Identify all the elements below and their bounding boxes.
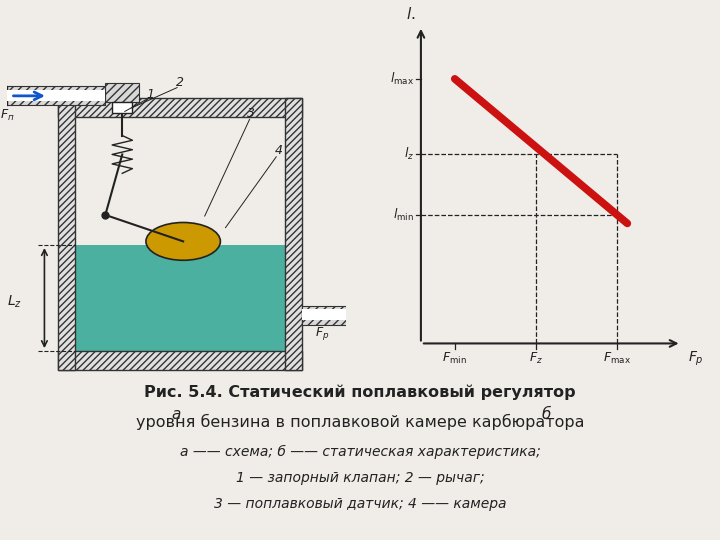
Text: $F_{\rm max}$: $F_{\rm max}$ (603, 352, 631, 367)
Text: а —— схема; б —— статическая характеристика;: а —— схема; б —— статическая характерист… (179, 445, 541, 460)
Text: 1: 1 (146, 87, 154, 101)
Text: 3: 3 (248, 106, 256, 120)
Bar (58, 98, 75, 370)
Text: 4: 4 (274, 144, 282, 158)
Text: $l_{\rm max}$: $l_{\rm max}$ (390, 71, 414, 87)
Text: 3 — поплавковый датчик; 4 —— камера: 3 — поплавковый датчик; 4 —— камера (214, 497, 506, 511)
Text: $F_z$: $F_z$ (529, 352, 543, 367)
Bar (1, 86, 7, 105)
Bar (75, 245, 284, 351)
Text: $F_р$: $F_р$ (315, 325, 330, 342)
Text: а: а (171, 407, 181, 422)
Text: Рис. 5.4. Статический поплавковый регулятор: Рис. 5.4. Статический поплавковый регуля… (144, 384, 576, 400)
Text: $l.$: $l.$ (406, 6, 415, 22)
Ellipse shape (146, 222, 220, 260)
Text: $F_п$: $F_п$ (1, 107, 15, 123)
Bar (302, 306, 352, 325)
Bar (7, 90, 105, 101)
Bar (284, 98, 302, 370)
Text: б: б (541, 407, 551, 422)
Bar (58, 351, 302, 370)
Text: $l_{\rm min}$: $l_{\rm min}$ (393, 207, 414, 223)
Text: $L_z$: $L_z$ (7, 294, 22, 310)
Text: 2: 2 (176, 76, 184, 90)
Text: 1 — запорный клапан; 2 — рычаг;: 1 — запорный клапан; 2 — рычаг; (235, 471, 485, 485)
Bar (7, 86, 105, 105)
Bar (112, 102, 132, 113)
Bar (302, 309, 352, 320)
Text: $F_{\rm min}$: $F_{\rm min}$ (442, 352, 467, 367)
Bar (58, 98, 302, 117)
Text: уровня бензина в поплавковой камере карбюратора: уровня бензина в поплавковой камере карб… (136, 414, 584, 430)
Bar (0, 90, 4, 102)
Text: $l_z$: $l_z$ (404, 146, 414, 163)
Bar (105, 83, 139, 102)
Text: $F_р$: $F_р$ (688, 349, 704, 368)
